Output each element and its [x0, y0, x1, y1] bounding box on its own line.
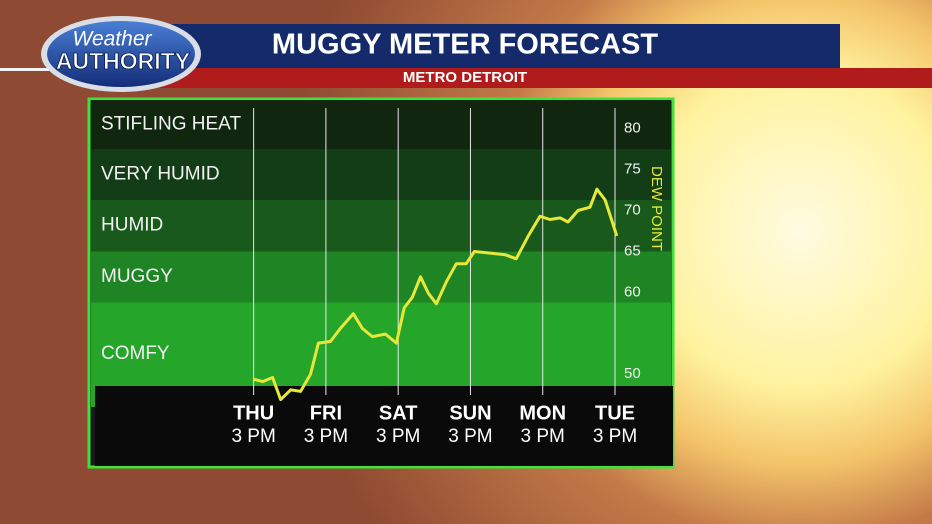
zone-label: HUMID — [101, 215, 163, 236]
time-strip — [95, 386, 673, 466]
title-bar — [150, 24, 840, 68]
x-tick-time: 3 PM — [304, 426, 348, 447]
x-tick-time: 3 PM — [521, 426, 565, 447]
title: MUGGY METER FORECAST — [272, 29, 658, 61]
x-tick-day: TUE — [595, 402, 635, 424]
zone-label: COMFY — [101, 343, 170, 364]
y-tick-label: 80 — [624, 120, 641, 137]
subtitle: METRO DETROIT — [403, 69, 527, 86]
logo — [47, 21, 195, 87]
logo-bottom: AUTHORITY — [56, 48, 190, 74]
y-axis-label: DEW POINT — [648, 166, 665, 251]
x-tick-time: 3 PM — [593, 426, 637, 447]
y-tick-label: 60 — [624, 283, 641, 300]
x-tick-time: 3 PM — [448, 426, 492, 447]
zone-label: VERY HUMID — [101, 164, 220, 185]
x-tick-time: 3 PM — [376, 426, 420, 447]
plot: STIFLING HEAT VERY HUMID HUMID MUGGY COMFY TH… — [91, 100, 673, 466]
x-tick-day: MON — [519, 402, 566, 424]
zone-band — [91, 149, 671, 200]
zone-band — [91, 251, 671, 303]
zone-band — [91, 199, 671, 252]
y-tick-label: 65 — [624, 242, 641, 259]
zone-label: STIFLING HEAT — [101, 114, 241, 135]
dew-point-line — [253, 187, 619, 402]
x-tick-day: SUN — [449, 402, 491, 424]
zone-band — [91, 100, 671, 150]
zone-label: MUGGY — [101, 266, 173, 287]
x-tick-day: SAT — [379, 402, 418, 424]
subtitle-bar — [150, 68, 932, 88]
x-tick-day: THU — [233, 402, 274, 424]
x-tick-day: FRI — [310, 402, 342, 424]
y-tick-label: 75 — [624, 161, 641, 178]
y-tick-label: 70 — [624, 201, 641, 218]
y-tick-label: 50 — [624, 365, 641, 382]
x-tick-time: 3 PM — [231, 426, 275, 447]
logo-top: Weather — [73, 28, 153, 51]
